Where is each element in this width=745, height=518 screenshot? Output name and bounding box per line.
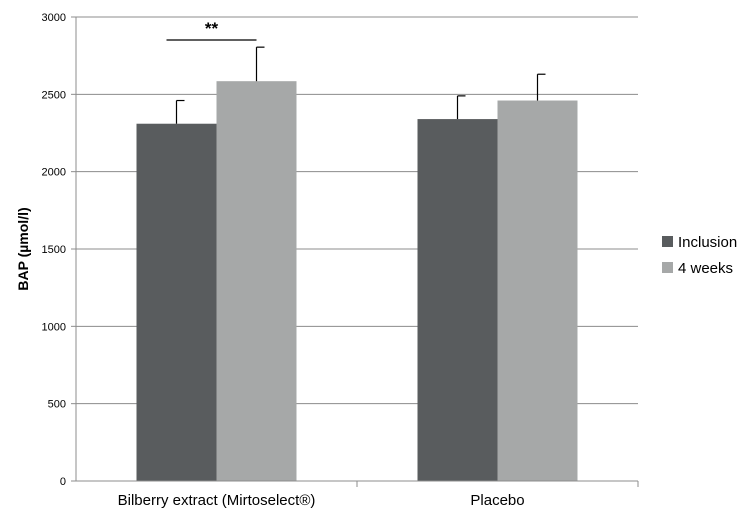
bars bbox=[136, 81, 578, 482]
y-tick-label-500: 500 bbox=[48, 399, 66, 411]
x-category-labels: Bilberry extract (Mirtoselect®) Placebo bbox=[118, 492, 525, 509]
y-axis-label: BAP (µmol/l) bbox=[15, 207, 31, 290]
legend-swatch-1 bbox=[662, 262, 673, 273]
y-tick-label-2000: 2000 bbox=[42, 167, 66, 179]
significance-annotation: ** bbox=[166, 19, 257, 41]
x-category-label-0: Bilberry extract (Mirtoselect®) bbox=[118, 492, 316, 509]
error-bars bbox=[175, 46, 546, 124]
bar-1-0 bbox=[417, 119, 498, 481]
legend-swatch-0 bbox=[662, 236, 673, 247]
bar-1-1 bbox=[497, 100, 578, 482]
y-tick-label-3000: 3000 bbox=[42, 12, 66, 24]
axes bbox=[75, 17, 639, 487]
significance-label: ** bbox=[205, 19, 219, 38]
y-tick-labels: 0 500 1000 1500 2000 2500 3000 bbox=[42, 12, 66, 488]
y-tick-label-2500: 2500 bbox=[42, 89, 66, 101]
y-tick-label-1500: 1500 bbox=[42, 244, 66, 256]
x-category-label-1: Placebo bbox=[470, 492, 524, 509]
y-tick-label-1000: 1000 bbox=[42, 321, 66, 333]
bar-0-1 bbox=[216, 81, 297, 481]
legend-label-0: Inclusion bbox=[678, 234, 737, 251]
bar-0-0 bbox=[136, 123, 217, 481]
legend-label-1: 4 weeks bbox=[678, 260, 733, 277]
y-tick-label-0: 0 bbox=[60, 476, 66, 488]
legend: Inclusion 4 weeks bbox=[662, 234, 737, 277]
